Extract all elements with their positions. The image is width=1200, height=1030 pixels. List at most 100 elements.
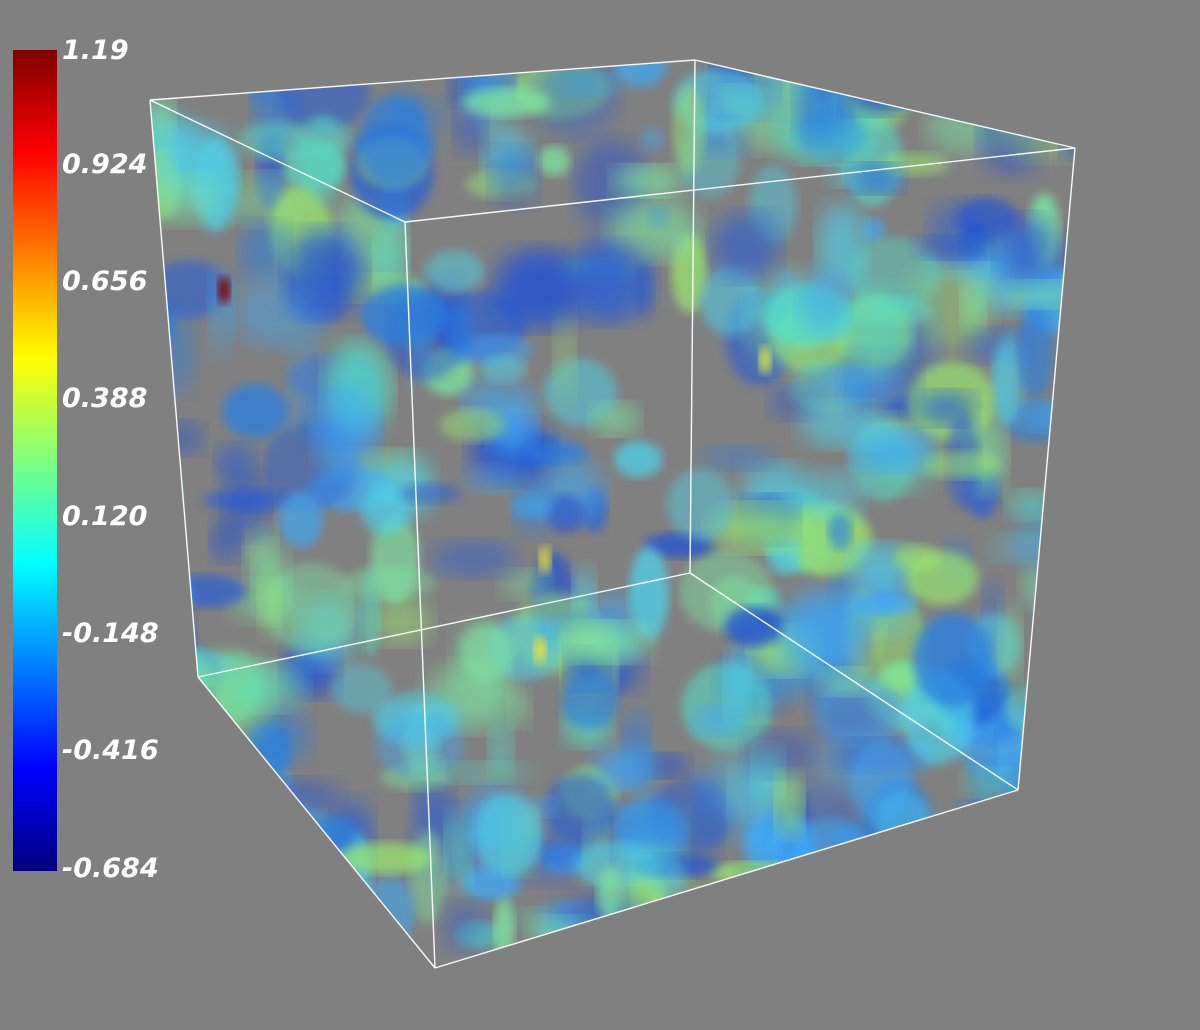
volume-blob (937, 843, 1008, 895)
volume-blob (956, 197, 1019, 240)
volume-blob (811, 367, 900, 400)
volume-blob (193, 694, 215, 763)
volume-blob (724, 606, 783, 647)
volume-hotspot (539, 546, 551, 574)
volume-blob (445, 811, 472, 891)
volume-blob (862, 217, 886, 243)
volume-blob (466, 464, 525, 493)
volume-blob (775, 773, 804, 837)
volume-blob (374, 715, 464, 779)
volume-blob (1061, 100, 1075, 156)
volume-blob (1014, 506, 1075, 569)
volume-field (150, 60, 1075, 968)
volume-blob (910, 918, 931, 949)
volume-blob (150, 174, 217, 225)
volume-blob (474, 793, 543, 876)
volume-blob (248, 802, 275, 837)
volume-blob (693, 884, 775, 968)
volume-blob (824, 943, 905, 968)
volume-blob (912, 613, 994, 707)
volume-blob (928, 947, 956, 968)
volume-blob (796, 107, 866, 161)
volume-blob (150, 789, 212, 873)
volume-blob (827, 513, 852, 550)
volume-blob (493, 248, 589, 329)
volume-blob (531, 60, 618, 136)
volume-blob (150, 480, 181, 504)
volume-blob (1005, 806, 1075, 844)
volume-blob (639, 126, 665, 152)
volume-blob (584, 818, 607, 878)
volume-blob (918, 391, 976, 426)
volume-blob (1021, 564, 1070, 608)
volume-blob (1067, 530, 1075, 555)
volume-blob (789, 818, 872, 897)
volume-blob (672, 85, 705, 173)
volume-blob (150, 639, 189, 664)
volume-blob (925, 829, 977, 894)
volume-blob (963, 768, 1017, 797)
volume-blob (623, 925, 693, 968)
volume-blob (846, 593, 915, 615)
colorbar-tick-label: -0.416 (62, 735, 159, 766)
volume-blob (1017, 304, 1054, 398)
volume-blob (508, 690, 531, 728)
volume-blob (510, 493, 552, 519)
volume-blob (478, 355, 527, 383)
volume-blob (555, 622, 652, 662)
volume-blob (359, 95, 432, 188)
volume-blob (1048, 700, 1072, 790)
volume-blob (591, 403, 640, 435)
volume-blob (1031, 799, 1075, 868)
volume-blob (905, 551, 979, 606)
volume-blob (150, 60, 171, 97)
volume-blob (150, 791, 166, 858)
volume-blob (223, 473, 269, 539)
volume-blob (174, 916, 205, 946)
volume-blob (1038, 922, 1060, 968)
volume-blob (608, 199, 700, 261)
volume-blob (537, 146, 571, 177)
volume-blob (446, 301, 474, 364)
volume-blob (424, 250, 485, 292)
volume-hotspot (218, 276, 230, 304)
bounding-box (149, 59, 1076, 969)
volume-blob (803, 469, 863, 521)
volume-blob (440, 408, 506, 442)
volume-blob (500, 570, 551, 599)
volume-blob (694, 769, 724, 856)
volume-blob (916, 236, 1000, 259)
volume-blob (983, 808, 1024, 838)
volume-blob (150, 685, 177, 723)
volume-hotspot (759, 346, 771, 374)
volume-blob (795, 910, 872, 968)
volume-blob (561, 672, 619, 730)
volume-blob (703, 445, 774, 470)
volume-blob (797, 270, 850, 335)
volume-blob (724, 650, 750, 725)
volume-blob (258, 569, 281, 637)
volume-blob (152, 309, 197, 394)
volume-blob (597, 866, 624, 922)
volume-blob (428, 540, 518, 578)
volume-blob (215, 443, 256, 484)
volume-blob (700, 265, 763, 337)
volume-blob (801, 895, 893, 966)
volume-blob (553, 312, 576, 404)
volume-blob (1024, 691, 1066, 763)
volume-blob (996, 216, 1054, 287)
volume-blob (494, 897, 515, 962)
volume-blob (150, 898, 176, 968)
volume-blob (278, 491, 324, 548)
volume-blob (1006, 680, 1075, 741)
volume-blob (371, 599, 432, 645)
volume-blob (233, 662, 306, 711)
volume-blob (779, 589, 866, 678)
volume-blob (150, 568, 194, 621)
volume-blob (245, 779, 341, 820)
colorbar-tick-label: 0.924 (62, 149, 148, 180)
volume-blob (812, 694, 890, 740)
colorbar-tick-label: -0.684 (62, 853, 159, 884)
volume-blob (314, 386, 379, 478)
